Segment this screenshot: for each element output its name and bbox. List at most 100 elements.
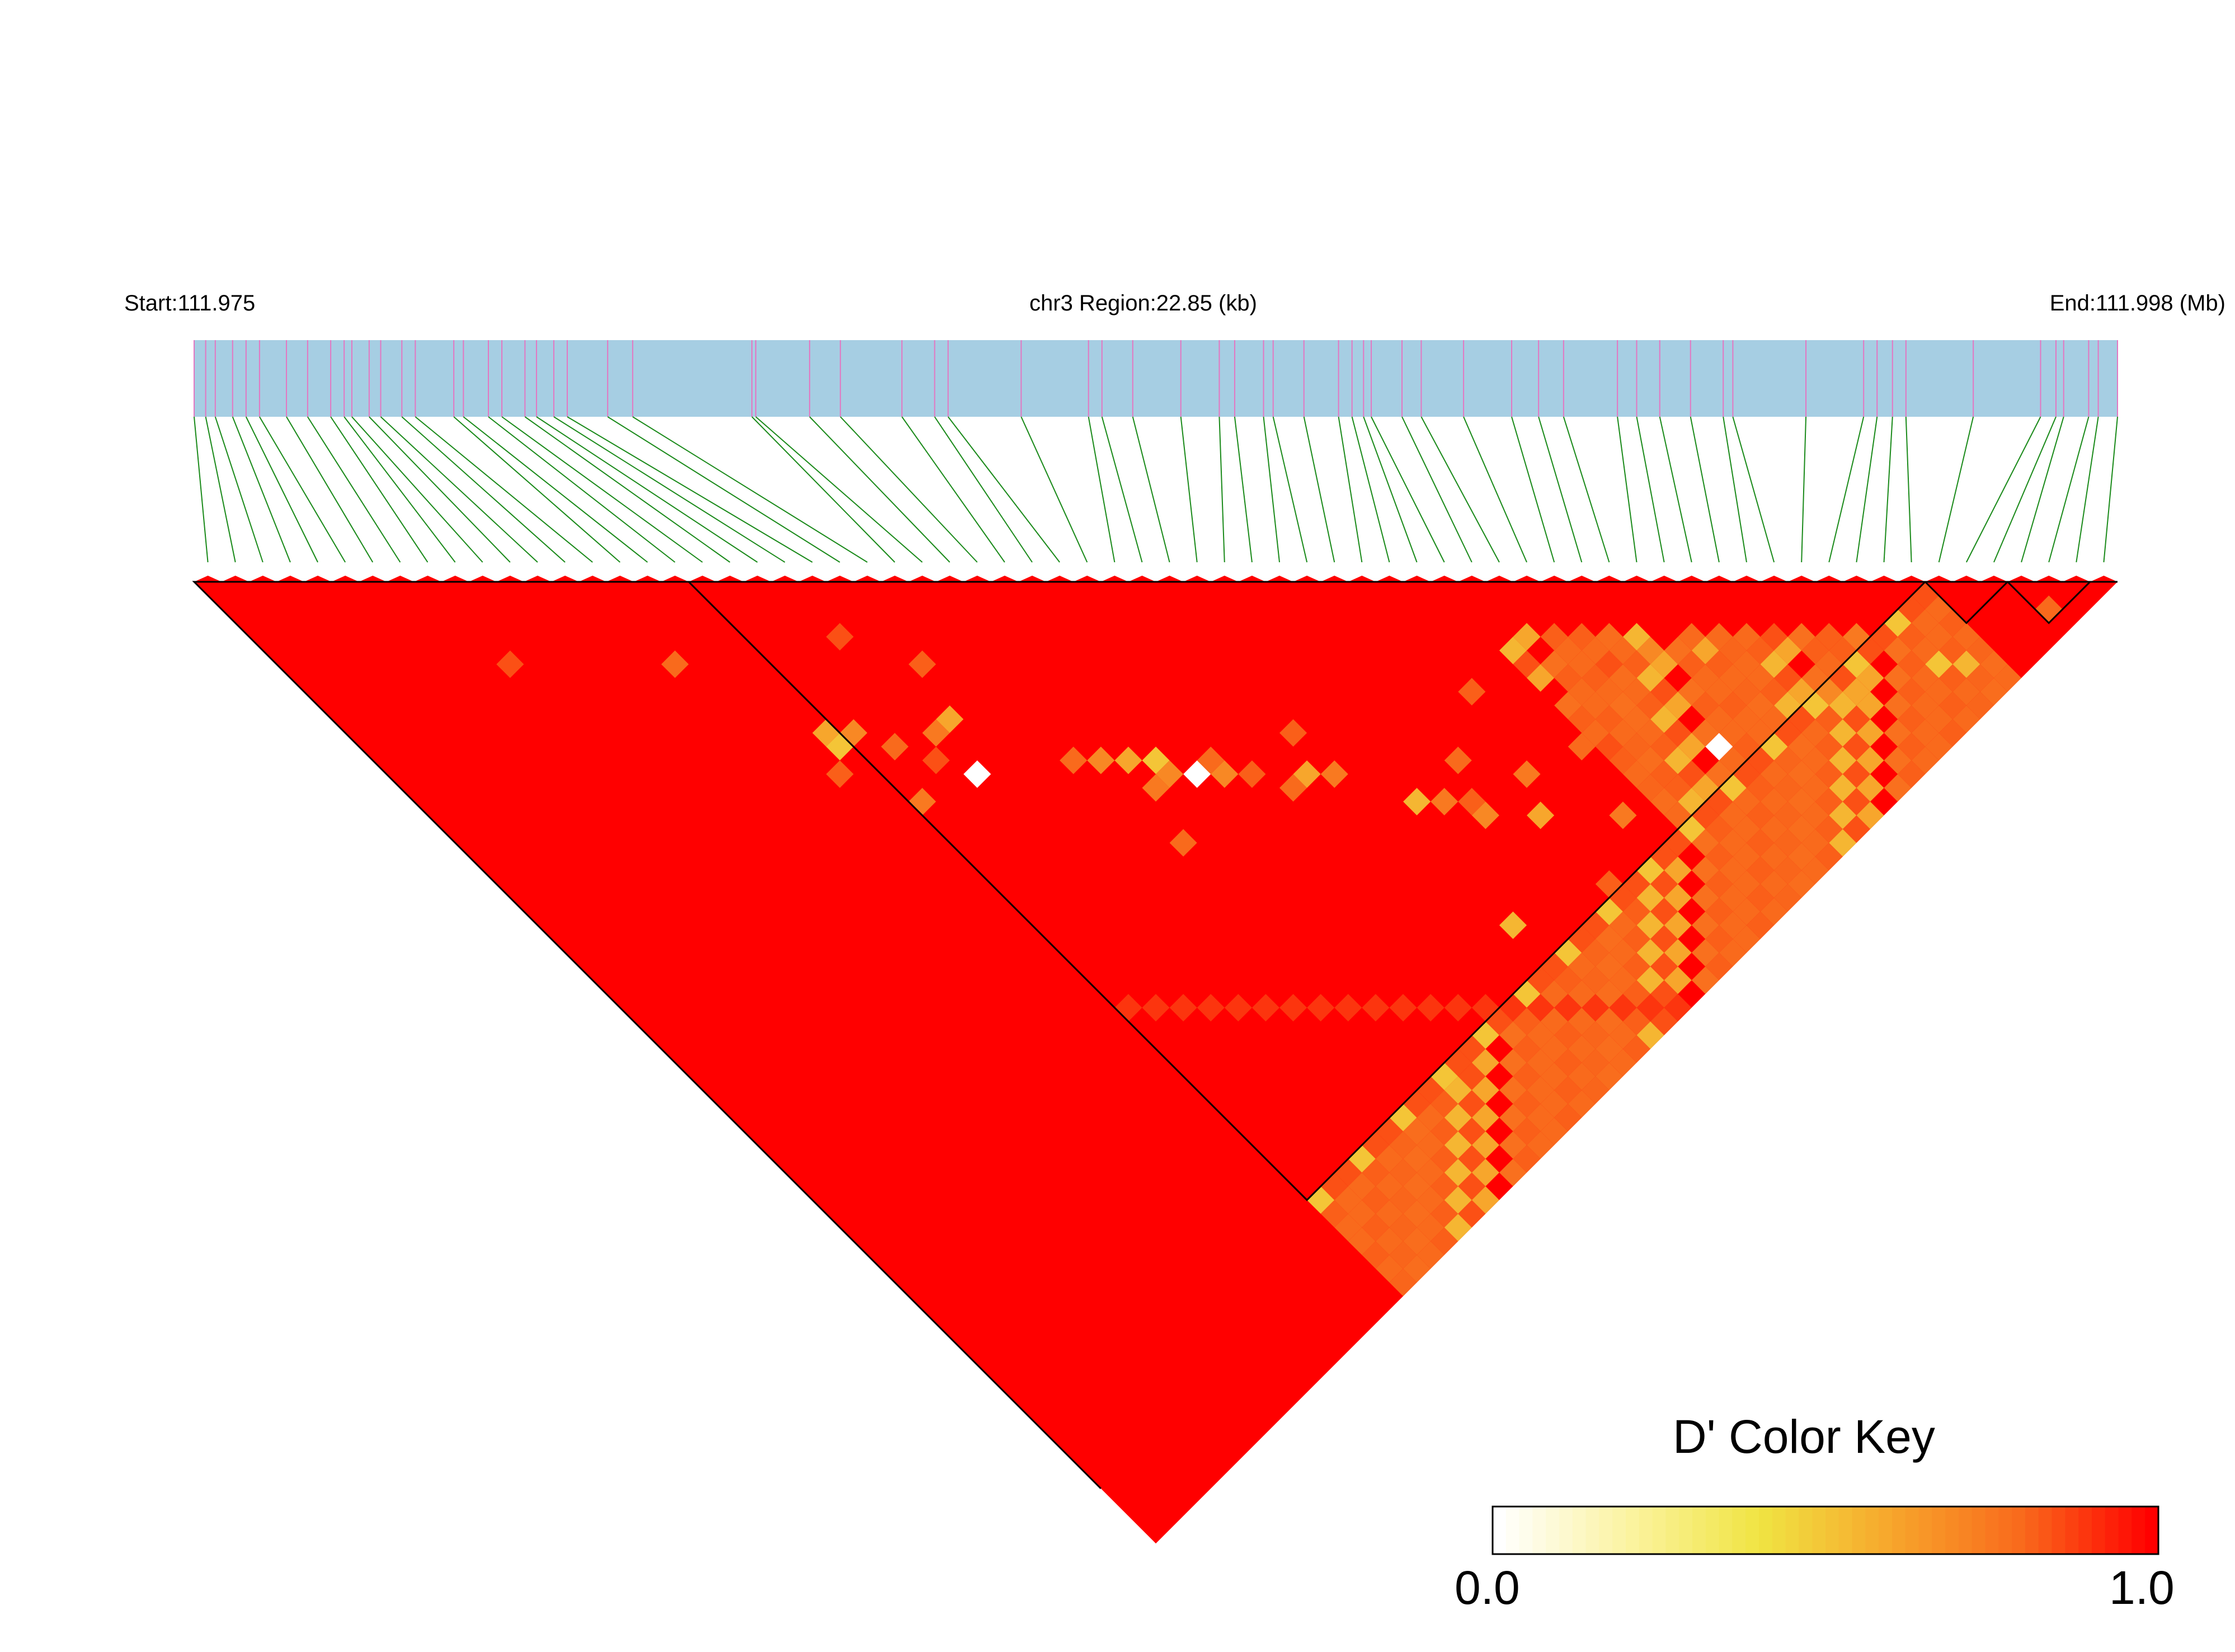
ld-cell (1815, 623, 1843, 651)
snp-connector (751, 416, 896, 563)
ld-cell (1787, 623, 1815, 651)
ld-cell (1471, 1159, 1499, 1187)
snp-connector (1538, 416, 1583, 563)
snp-connector (1180, 416, 1198, 563)
color-key-swatch (1519, 1507, 1533, 1554)
snp-connector (1218, 416, 1225, 563)
snp-connector (1690, 416, 1720, 563)
snp-connector (809, 416, 951, 563)
ld-cell (1499, 1159, 1527, 1187)
ld-cell (1980, 677, 2008, 706)
snp-connector (369, 416, 511, 563)
snp-connector (1732, 416, 1775, 563)
snp-connector (524, 416, 731, 563)
color-key-swatch (1838, 1507, 1853, 1554)
ld-cell (1856, 746, 1884, 774)
color-key-swatch (2105, 1507, 2119, 1554)
ld-cell (1197, 746, 1225, 774)
snp-connector (205, 416, 236, 563)
ld-cell (1293, 760, 1321, 788)
ld-block-outline (686, 581, 1927, 1202)
color-key-min-label: 0.0 (1455, 1561, 1520, 1614)
ld-cell (936, 705, 964, 733)
color-key-swatch (1985, 1507, 1999, 1554)
ld-cell (1856, 691, 1884, 719)
color-key-swatch (1918, 1507, 1933, 1554)
ld-cell (1595, 623, 1623, 651)
color-key-swatch (1692, 1507, 1706, 1554)
ld-block-outline (2005, 581, 2092, 624)
color-key-swatch (2065, 1507, 2079, 1554)
snp-connector (1234, 416, 1253, 563)
snp-connector (245, 416, 318, 563)
snp-connector (401, 416, 566, 563)
ld-cell (1499, 1131, 1527, 1159)
ld-cell (1279, 994, 1307, 1022)
snp-connector (1338, 416, 1363, 563)
snp-connector (194, 416, 209, 563)
ld-cell (1499, 994, 1527, 1022)
ld-cell (1856, 801, 1884, 830)
ld-cell (1856, 719, 1884, 747)
snp-connector (1938, 416, 1974, 563)
snp-connector (307, 416, 401, 563)
snp-connector (901, 416, 1005, 563)
color-key-swatch (2078, 1507, 2092, 1554)
ld-cell (1774, 637, 1802, 665)
ld-cell (1471, 1186, 1499, 1214)
snp-connector (1363, 416, 1418, 563)
ld-cell (1856, 774, 1884, 802)
snp-connector (1420, 416, 1500, 563)
color-key-swatch (1679, 1507, 1693, 1554)
snp-connector (934, 416, 1033, 563)
ld-cell (1787, 870, 1815, 898)
color-key-swatch (1546, 1507, 1560, 1554)
ld-cell (1733, 815, 1761, 843)
color-key-swatch (1732, 1507, 1747, 1554)
snp-connector (453, 416, 620, 563)
ld-cell (1499, 1021, 1527, 1049)
color-key-swatch (1599, 1507, 1613, 1554)
snp-connector (2076, 416, 2099, 563)
ld-cell (661, 650, 689, 678)
color-key-swatch (1892, 1507, 1906, 1554)
snp-connector (1856, 416, 1878, 563)
color-key-swatch (1879, 1507, 1893, 1554)
color-key-swatch (1971, 1507, 1986, 1554)
ld-cell (1444, 994, 1472, 1022)
ld-cell (1733, 788, 1761, 816)
color-key-swatch (2092, 1507, 2106, 1554)
snp-connector (1563, 416, 1610, 563)
ld-cell (1320, 760, 1348, 788)
color-key-swatch (1772, 1507, 1786, 1554)
ld-cell (1499, 637, 1527, 665)
snp-connector (1463, 416, 1527, 563)
ld-cell (1952, 623, 1980, 651)
ld-cell (1499, 1048, 1527, 1077)
ld-cell (1609, 801, 1637, 830)
snp-connector (214, 416, 264, 563)
ld-cell (1678, 623, 1706, 651)
snp-connector (840, 416, 978, 563)
color-key-swatch (1812, 1507, 1826, 1554)
ld-cell (1513, 760, 1541, 788)
color-key-swatch (1505, 1507, 1520, 1554)
ld-cell (1471, 1104, 1499, 1132)
snp-connector (286, 416, 374, 563)
ld-cell (1471, 801, 1499, 830)
color-key-swatch (1585, 1507, 1600, 1554)
snp-connector (232, 416, 291, 563)
color-key-swatch (1905, 1507, 1919, 1554)
snp-connector (567, 416, 813, 563)
ld-cell (881, 733, 909, 761)
ld-cell (1733, 843, 1761, 870)
ld-cell (1733, 677, 1761, 706)
ld-cell (1527, 801, 1555, 830)
color-key-swatch (1665, 1507, 1680, 1554)
ld-cell (1733, 650, 1761, 678)
ld-cell (1142, 746, 1170, 774)
color-key-swatch (2012, 1507, 2026, 1554)
color-key-swatch (1799, 1507, 1813, 1554)
ld-block-outline (1923, 581, 2010, 624)
